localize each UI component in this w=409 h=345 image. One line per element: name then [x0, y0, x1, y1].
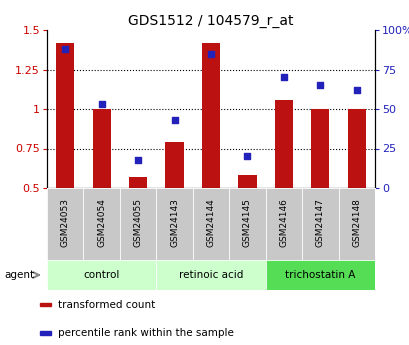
- Point: [207, 51, 214, 57]
- Text: trichostatin A: trichostatin A: [284, 270, 355, 280]
- Point: [280, 75, 286, 80]
- Text: percentile rank within the sample: percentile rank within the sample: [58, 328, 234, 338]
- Bar: [347, 109, 365, 188]
- Bar: [40, 303, 51, 306]
- Point: [62, 46, 68, 52]
- Bar: [238, 175, 256, 188]
- Bar: [310, 109, 329, 188]
- Point: [171, 117, 178, 123]
- Bar: [201, 43, 220, 188]
- Title: GDS1512 / 104579_r_at: GDS1512 / 104579_r_at: [128, 13, 293, 28]
- Bar: [274, 99, 292, 188]
- Text: control: control: [83, 270, 119, 280]
- Bar: [129, 177, 147, 188]
- Bar: [165, 142, 183, 188]
- Point: [98, 101, 105, 107]
- Bar: [40, 332, 51, 335]
- Text: agent: agent: [4, 270, 34, 280]
- Bar: [92, 109, 110, 188]
- Text: GSM24146: GSM24146: [279, 198, 288, 247]
- Text: transformed count: transformed count: [58, 299, 155, 309]
- Point: [353, 87, 359, 93]
- Point: [244, 154, 250, 159]
- Point: [316, 82, 323, 88]
- Text: GSM24143: GSM24143: [170, 198, 179, 247]
- Text: GSM24145: GSM24145: [243, 198, 251, 247]
- Text: GSM24147: GSM24147: [315, 198, 324, 247]
- Text: GSM24053: GSM24053: [61, 198, 70, 247]
- Text: retinoic acid: retinoic acid: [178, 270, 243, 280]
- Bar: [56, 43, 74, 188]
- Point: [135, 157, 141, 162]
- Text: GSM24148: GSM24148: [351, 198, 360, 247]
- Text: GSM24054: GSM24054: [97, 198, 106, 247]
- Text: GSM24144: GSM24144: [206, 198, 215, 247]
- Text: GSM24055: GSM24055: [133, 198, 142, 247]
